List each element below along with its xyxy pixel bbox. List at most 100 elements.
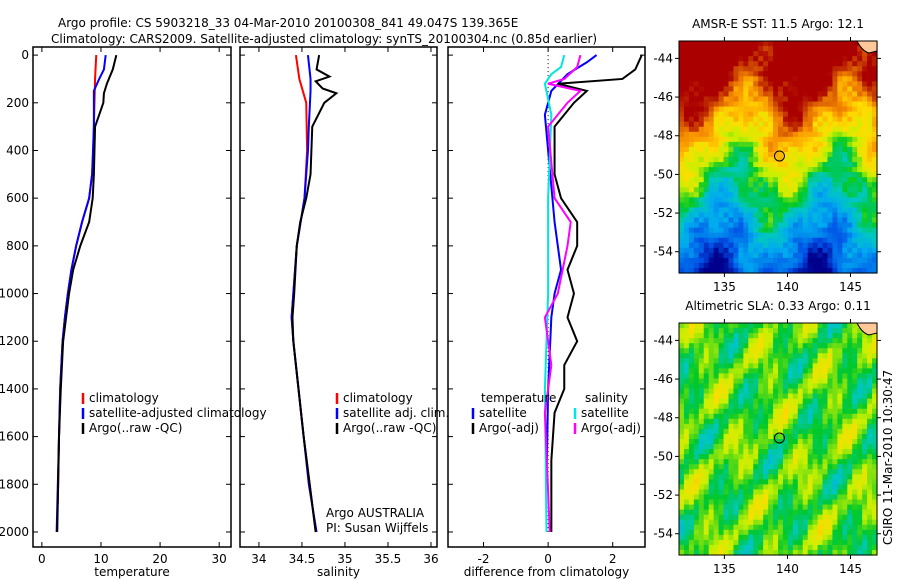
map-cell bbox=[782, 459, 789, 465]
map-cell bbox=[867, 146, 873, 153]
map-cell bbox=[797, 499, 804, 506]
map-cell bbox=[778, 408, 784, 415]
map-cell bbox=[693, 116, 700, 123]
map-cell bbox=[698, 509, 705, 516]
map-cell bbox=[847, 76, 853, 82]
map-cell bbox=[792, 187, 799, 193]
map-cell bbox=[812, 423, 819, 430]
map-cell bbox=[832, 121, 838, 128]
map-cell bbox=[693, 353, 700, 359]
map-cell bbox=[773, 257, 779, 264]
map-cell bbox=[862, 81, 868, 87]
map-cell bbox=[782, 257, 789, 264]
map-cell bbox=[738, 544, 744, 551]
map-cell bbox=[787, 126, 794, 133]
map-cell bbox=[743, 499, 749, 506]
map-cell bbox=[679, 378, 685, 385]
map-cell bbox=[872, 91, 878, 98]
map-cell bbox=[797, 212, 804, 219]
map-cell bbox=[862, 519, 868, 526]
map-cell bbox=[688, 146, 695, 153]
map-cell bbox=[867, 106, 873, 113]
map-cell bbox=[797, 469, 804, 475]
map-cell bbox=[733, 146, 739, 153]
map-cell bbox=[787, 433, 794, 440]
map-cell bbox=[842, 398, 848, 405]
map-cell bbox=[693, 328, 700, 334]
map-cell bbox=[787, 464, 794, 470]
map-cell bbox=[837, 197, 843, 203]
map-cell bbox=[802, 232, 809, 239]
map-cell bbox=[857, 534, 863, 541]
map-cell bbox=[832, 167, 838, 173]
map-cell bbox=[738, 534, 744, 541]
map-cell bbox=[758, 499, 764, 506]
map-cell bbox=[847, 333, 853, 339]
map-cell bbox=[867, 544, 873, 551]
map-cell bbox=[867, 182, 873, 188]
map-cell bbox=[802, 167, 809, 173]
map-cell bbox=[807, 383, 814, 390]
map-cell bbox=[857, 61, 863, 67]
map-cell bbox=[782, 408, 789, 415]
map-cell bbox=[733, 136, 739, 143]
map-cell bbox=[679, 106, 685, 113]
map-cell bbox=[679, 222, 685, 229]
map-cell bbox=[773, 539, 779, 546]
map-cell bbox=[679, 157, 685, 163]
map-cell bbox=[683, 353, 690, 359]
map-cell bbox=[748, 534, 754, 541]
map-cell bbox=[703, 509, 710, 516]
map-cell bbox=[728, 428, 735, 435]
map-cell bbox=[693, 267, 700, 274]
map-cell bbox=[738, 373, 744, 380]
map-cell bbox=[812, 262, 819, 269]
map-cell bbox=[862, 187, 868, 193]
map-cell bbox=[753, 433, 759, 440]
map-cell bbox=[802, 257, 809, 264]
map-cell bbox=[683, 126, 690, 133]
map-cell bbox=[782, 96, 789, 103]
map-cell bbox=[768, 428, 774, 435]
map-cell bbox=[738, 358, 744, 364]
map-cell bbox=[837, 217, 843, 224]
map-cell bbox=[763, 368, 769, 375]
map-cell bbox=[738, 353, 744, 359]
map-cell bbox=[837, 56, 843, 62]
map-cell bbox=[768, 433, 774, 440]
map-cell bbox=[857, 192, 863, 198]
map-cell bbox=[842, 262, 848, 269]
map-cell bbox=[778, 197, 784, 203]
map-cell bbox=[802, 358, 809, 364]
map-cell bbox=[763, 126, 769, 133]
map-cell bbox=[743, 449, 749, 455]
map-cell bbox=[792, 96, 799, 103]
map-cell bbox=[753, 484, 759, 491]
map-cell bbox=[723, 504, 730, 511]
map-cell bbox=[703, 408, 710, 415]
map-cell bbox=[693, 111, 700, 118]
map-cell bbox=[718, 499, 725, 506]
map-cell bbox=[792, 519, 799, 526]
map-cell bbox=[688, 514, 695, 521]
map-cell bbox=[743, 464, 749, 470]
map-cell bbox=[693, 187, 700, 193]
map-cell bbox=[738, 519, 744, 526]
map-cell bbox=[688, 237, 695, 244]
map-cell bbox=[792, 262, 799, 269]
map-cell bbox=[802, 237, 809, 244]
map-cell bbox=[852, 549, 858, 556]
map-cell bbox=[728, 469, 735, 475]
map-cell bbox=[832, 343, 838, 349]
map-cell bbox=[802, 514, 809, 521]
map-cell bbox=[693, 479, 700, 485]
map-cell bbox=[812, 91, 819, 98]
map-cell bbox=[708, 267, 715, 274]
map-cell bbox=[758, 338, 764, 344]
map-cell bbox=[817, 418, 824, 425]
map-cell bbox=[748, 519, 754, 526]
map-cell bbox=[708, 217, 715, 224]
map-cell bbox=[787, 444, 794, 450]
map-cell bbox=[693, 368, 700, 375]
map-cell bbox=[807, 116, 814, 123]
